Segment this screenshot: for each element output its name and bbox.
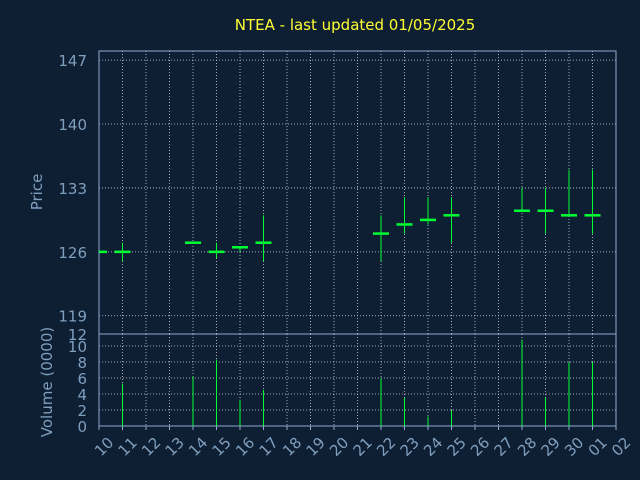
x-tick-label: 21 (350, 434, 376, 460)
volume-tick-label: 6 (77, 370, 87, 388)
volume-tick-label: 0 (77, 418, 87, 436)
candle-body (584, 214, 601, 217)
volume-tick-label: 8 (77, 354, 87, 372)
x-tick-label: 27 (491, 434, 517, 460)
candle-body (373, 232, 389, 235)
price-axis-label: Price (28, 174, 46, 211)
x-tick-label: 20 (326, 434, 352, 460)
x-tick-label: 24 (420, 434, 446, 460)
x-tick-label: 26 (467, 434, 493, 460)
candle-body (537, 209, 554, 213)
candles (99, 169, 601, 261)
x-tick-label: 13 (162, 434, 188, 460)
x-tick-label: 16 (232, 434, 258, 460)
price-grid (99, 51, 616, 334)
candle-body (232, 246, 248, 249)
candle-body (185, 241, 201, 244)
x-tick-labels: 1011121314151617181920212223242526272829… (91, 426, 634, 460)
candle-body (255, 241, 272, 244)
candle-body (396, 223, 413, 226)
x-tick-label: 12 (138, 434, 164, 460)
x-tick-label: 15 (209, 434, 235, 460)
x-tick-label: 17 (256, 434, 282, 460)
candle-body (514, 209, 530, 213)
chart-title: NTEA - last updated 01/05/2025 (235, 16, 476, 34)
x-axis-label: Day (334, 460, 362, 476)
candle-body (99, 250, 107, 254)
x-tick-label: 10 (91, 434, 117, 460)
volume-tick-label: 2 (77, 402, 87, 420)
price-tick-label: 133 (58, 180, 87, 198)
candle-body (208, 250, 225, 254)
volume-grid (99, 334, 616, 426)
price-tick-label: 119 (58, 308, 87, 326)
candle-body (114, 250, 131, 254)
x-tick-label: 23 (397, 434, 423, 460)
x-tick-label: 19 (303, 434, 329, 460)
price-tick-label: 147 (58, 52, 87, 70)
price-tick-label: 126 (58, 244, 87, 262)
price-tick-label: 12 (68, 326, 87, 344)
x-tick-label: 25 (444, 434, 470, 460)
x-tick-label: 29 (538, 434, 564, 460)
price-tick-label: 140 (58, 116, 87, 134)
volume-axis-label: Volume (0000) (38, 327, 56, 437)
x-tick-label: 14 (185, 434, 211, 460)
volume-tick-label: 10 (68, 338, 87, 356)
candle-body (443, 214, 460, 217)
volume-tick-label: 4 (77, 386, 87, 404)
candle-body (561, 214, 577, 217)
x-tick-label: 01 (585, 434, 611, 460)
candle-body (420, 218, 436, 222)
volume-bars (122, 339, 593, 426)
x-tick-label: 28 (514, 434, 540, 460)
x-tick-label: 11 (115, 434, 141, 460)
x-tick-label: 02 (608, 434, 634, 460)
x-tick-label: 18 (279, 434, 305, 460)
x-tick-label: 22 (373, 434, 399, 460)
x-tick-label: 30 (561, 434, 587, 460)
